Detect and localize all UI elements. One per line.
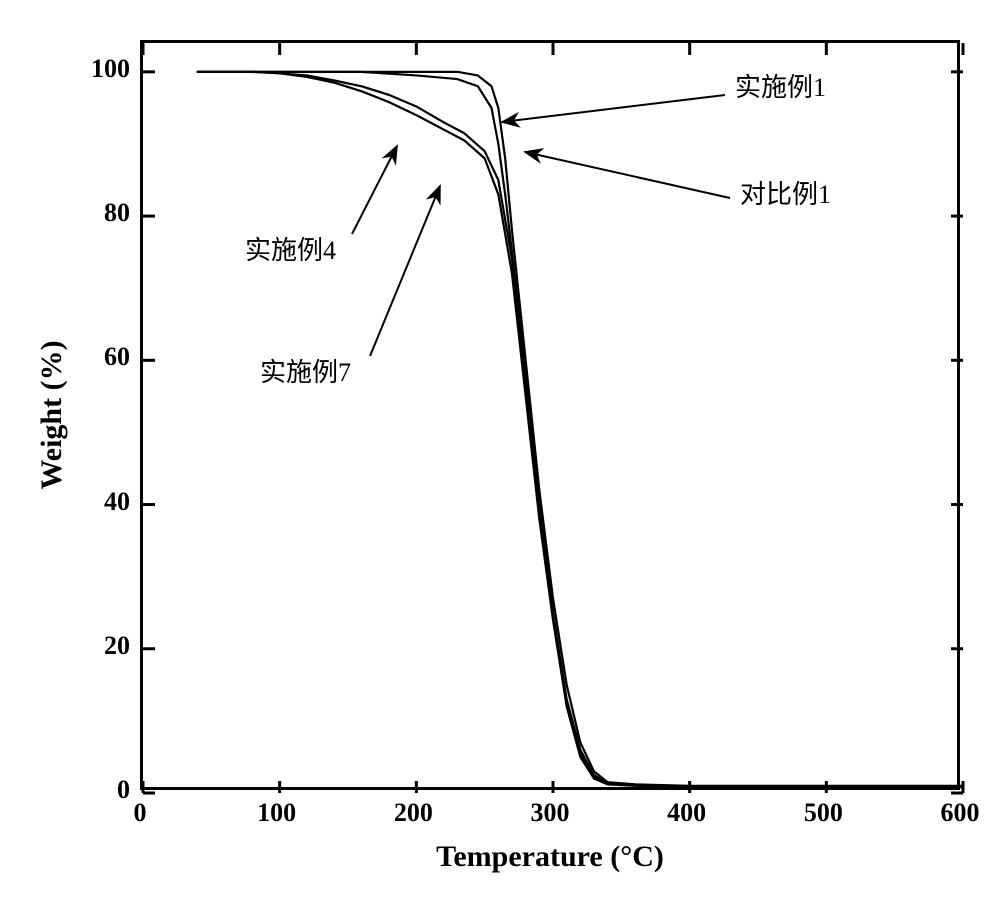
x-tick-label: 100 <box>257 798 296 828</box>
annotation-label: 实施例4 <box>245 230 336 267</box>
annotation-arrow <box>525 152 730 198</box>
y-tick-label: 40 <box>104 487 130 517</box>
annotation-label: 实施例7 <box>260 352 351 389</box>
annotation-arrows <box>0 0 1000 917</box>
annotation-label: 实施例1 <box>735 67 826 104</box>
y-tick-label: 20 <box>104 631 130 661</box>
x-tick-label: 200 <box>394 798 433 828</box>
x-tick-label: 500 <box>804 798 843 828</box>
x-tick-label: 400 <box>667 798 706 828</box>
annotation-arrow <box>370 186 440 356</box>
x-tick-label: 0 <box>134 798 147 828</box>
y-axis-label: Weight (%) <box>35 340 69 489</box>
annotation-arrow <box>352 146 397 234</box>
y-tick-label: 80 <box>104 198 130 228</box>
y-tick-label: 60 <box>104 342 130 372</box>
annotation-label: 对比例1 <box>740 174 831 211</box>
y-tick-label: 100 <box>91 54 130 84</box>
tga-chart-figure: 0 100 200 300 400 500 600 0 20 40 60 80 100 Tempera… <box>0 0 1000 917</box>
y-tick-label: 0 <box>117 775 130 805</box>
annotation-arrow <box>502 95 725 122</box>
x-axis-label: Temperature (°C) <box>436 840 664 874</box>
x-tick-label: 600 <box>941 798 980 828</box>
x-tick-label: 300 <box>531 798 570 828</box>
